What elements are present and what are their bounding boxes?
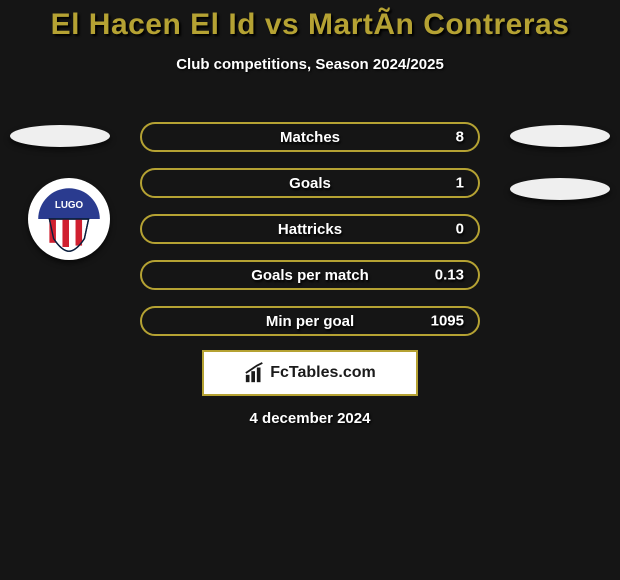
stat-bar-matches: Matches 8 [140, 122, 480, 152]
page-title: El Hacen El Id vs MartÃ­n Contreras [0, 0, 620, 42]
stat-label: Matches [280, 129, 340, 146]
stat-bar-hattricks: Hattricks 0 [140, 214, 480, 244]
stat-bar-goals: Goals 1 [140, 168, 480, 198]
watermark: FcTables.com [202, 350, 418, 396]
club-right-placeholder [510, 178, 610, 200]
stat-label: Min per goal [266, 313, 354, 330]
stat-bar-min-per-goal: Min per goal 1095 [140, 306, 480, 336]
svg-text:LUGO: LUGO [55, 200, 84, 211]
stat-bar-goals-per-match: Goals per match 0.13 [140, 260, 480, 290]
stats-bars: Matches 8 Goals 1 Hattricks 0 Goals per … [140, 122, 480, 352]
bar-chart-icon [244, 362, 266, 384]
stat-value: 1 [456, 175, 464, 192]
stat-value: 0.13 [435, 267, 464, 284]
club-left-badge: LUGO [28, 178, 110, 260]
stat-value: 1095 [431, 313, 464, 330]
player-right-placeholder [510, 125, 610, 147]
watermark-text: FcTables.com [270, 364, 376, 382]
stat-label: Goals per match [251, 267, 369, 284]
stat-value: 8 [456, 129, 464, 146]
stat-value: 0 [456, 221, 464, 238]
player-left-placeholder [10, 125, 110, 147]
page-subtitle: Club competitions, Season 2024/2025 [0, 56, 620, 73]
stat-label: Hattricks [278, 221, 342, 238]
footer-date: 4 december 2024 [0, 410, 620, 427]
lugo-shield-icon: LUGO [34, 184, 104, 254]
stat-label: Goals [289, 175, 331, 192]
